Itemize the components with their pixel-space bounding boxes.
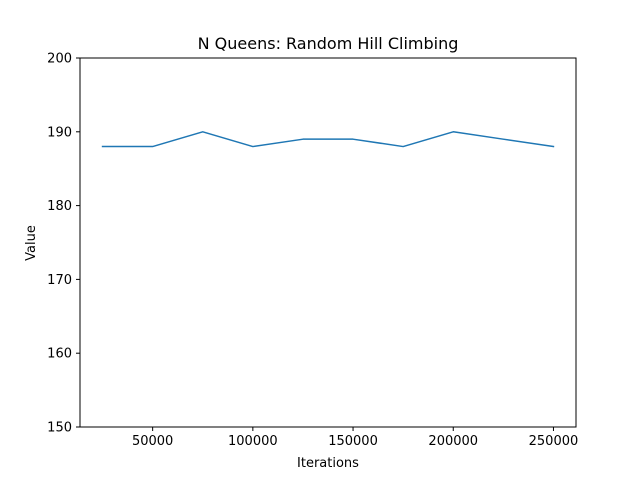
y-tick-label: 200 — [47, 52, 72, 67]
y-tick-label: 190 — [47, 125, 72, 140]
x-axis: 50000 100000 150000 200000 250000 — [132, 427, 578, 449]
y-tick-label: 160 — [47, 347, 72, 362]
x-tick-label: 200000 — [428, 434, 478, 449]
plot-frame — [80, 58, 576, 427]
x-tick-label: 50000 — [132, 434, 173, 449]
y-tick-label: 150 — [47, 421, 72, 436]
y-tick-label: 180 — [47, 199, 72, 214]
x-tick-label: 250000 — [529, 434, 579, 449]
x-axis-label: Iterations — [297, 456, 359, 471]
x-tick-label: 100000 — [228, 434, 278, 449]
plot-area — [80, 58, 576, 427]
chart-title: N Queens: Random Hill Climbing — [198, 34, 459, 53]
y-tick-label: 170 — [47, 273, 72, 288]
x-tick-label: 150000 — [328, 434, 378, 449]
y-axis-label: Value — [24, 225, 39, 261]
y-axis: 150 160 170 180 190 200 — [47, 52, 80, 436]
series-line — [103, 132, 554, 147]
